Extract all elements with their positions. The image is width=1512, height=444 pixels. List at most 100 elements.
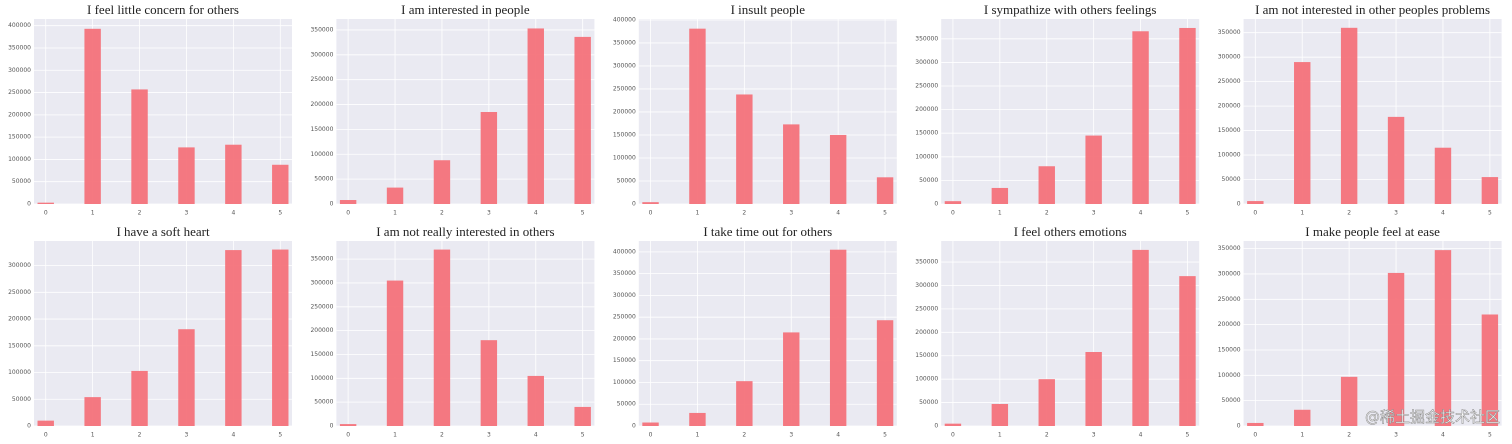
x-tick-label: 1 <box>393 432 397 439</box>
y-tick-label: 350000 <box>613 270 636 277</box>
x-tick-label: 1 <box>998 210 1002 217</box>
bar <box>527 28 544 204</box>
y-tick-label: 400000 <box>613 248 636 255</box>
x-tick-label: 2 <box>1045 210 1049 217</box>
bar <box>1481 314 1499 426</box>
y-tick-label: 0 <box>330 423 334 430</box>
bar <box>1179 27 1196 204</box>
y-tick-label: 50000 <box>617 401 636 408</box>
y-tick-label: 100000 <box>8 369 31 376</box>
y-tick-label: 100000 <box>613 379 636 386</box>
bar <box>1294 409 1311 426</box>
chart-title: I take time out for others <box>703 224 832 239</box>
bar <box>1132 31 1149 204</box>
bar <box>944 201 962 204</box>
x-tick-label: 4 <box>534 432 538 439</box>
bar <box>1481 177 1499 204</box>
y-tick-label: 200000 <box>310 101 333 108</box>
chart-title: I am not really interested in others <box>376 224 554 239</box>
chart-title: I have a soft heart <box>116 224 210 239</box>
bar <box>480 111 498 204</box>
y-tick-label: 100000 <box>613 154 636 161</box>
plot-area <box>638 19 897 204</box>
x-tick-label: 0 <box>951 210 955 217</box>
x-tick-label: 0 <box>346 432 350 439</box>
y-tick-label: 250000 <box>1218 296 1241 303</box>
y-tick-label: 50000 <box>919 177 938 184</box>
y-tick-label: 50000 <box>12 396 31 403</box>
bar <box>272 164 289 204</box>
y-tick-label: 300000 <box>613 62 636 69</box>
x-tick-label: 1 <box>91 210 95 217</box>
plot-area <box>336 19 595 204</box>
y-tick-label: 250000 <box>1218 78 1241 85</box>
x-tick-label: 3 <box>1092 210 1096 217</box>
x-tick-label: 4 <box>231 210 235 217</box>
watermark: @稀土掘金技术社区 <box>1365 408 1500 426</box>
x-tick-label: 4 <box>836 210 840 217</box>
y-tick-label: 0 <box>632 201 636 208</box>
bar <box>783 332 800 426</box>
y-tick-label: 350000 <box>310 26 333 33</box>
bar <box>1085 135 1102 204</box>
plot-area <box>638 241 897 426</box>
y-tick-label: 0 <box>934 201 938 208</box>
bar <box>84 28 101 205</box>
bar <box>527 375 544 426</box>
x-tick-label: 3 <box>1394 210 1398 217</box>
bar <box>386 280 404 426</box>
x-tick-label: 4 <box>1139 210 1143 217</box>
y-tick-label: 300000 <box>8 67 31 74</box>
y-tick-label: 100000 <box>1218 152 1241 159</box>
y-tick-label: 50000 <box>1222 176 1241 183</box>
x-tick-label: 5 <box>278 432 282 439</box>
y-tick-label: 0 <box>934 423 938 430</box>
bar <box>783 124 800 204</box>
y-tick-label: 150000 <box>8 342 31 349</box>
y-tick-label: 150000 <box>8 134 31 141</box>
y-tick-label: 100000 <box>1218 372 1241 379</box>
y-tick-label: 250000 <box>8 89 31 96</box>
bar <box>642 202 659 204</box>
bar <box>339 200 357 204</box>
bar <box>876 320 894 426</box>
y-tick-label: 200000 <box>613 335 636 342</box>
x-tick-label: 1 <box>1300 210 1304 217</box>
x-tick-label: 3 <box>185 210 189 217</box>
y-tick-label: 300000 <box>310 279 333 286</box>
bar <box>991 403 1009 426</box>
bar <box>1434 250 1452 426</box>
y-tick-label: 50000 <box>617 177 636 184</box>
y-tick-label: 100000 <box>310 151 333 158</box>
plot-area <box>34 241 292 426</box>
bar <box>1247 201 1264 204</box>
chart-title: I feel little concern for others <box>87 2 239 17</box>
y-tick-label: 300000 <box>1218 270 1241 277</box>
bar <box>178 147 195 204</box>
y-tick-label: 250000 <box>915 305 938 312</box>
bar <box>178 329 195 426</box>
y-tick-label: 350000 <box>915 35 938 42</box>
plot-area <box>1243 19 1502 204</box>
y-tick-label: 300000 <box>915 282 938 289</box>
bar <box>689 28 706 204</box>
x-tick-label: 1 <box>91 432 95 439</box>
x-tick-label: 0 <box>1253 432 1257 439</box>
bar <box>1132 249 1149 426</box>
x-tick-label: 2 <box>1347 432 1351 439</box>
chart-title: I feel others emotions <box>1014 224 1127 239</box>
x-tick-label: 3 <box>185 432 189 439</box>
bar <box>1179 276 1196 426</box>
y-tick-label: 300000 <box>915 59 938 66</box>
x-tick-label: 5 <box>1186 210 1190 217</box>
y-tick-label: 350000 <box>915 259 938 266</box>
bar <box>642 422 659 426</box>
y-tick-label: 300000 <box>8 262 31 269</box>
x-tick-label: 4 <box>1139 432 1143 439</box>
bar <box>1247 422 1264 426</box>
y-tick-label: 50000 <box>919 399 938 406</box>
x-tick-label: 3 <box>1092 432 1096 439</box>
x-tick-label: 2 <box>742 210 746 217</box>
y-tick-label: 200000 <box>915 106 938 113</box>
y-tick-label: 250000 <box>613 314 636 321</box>
